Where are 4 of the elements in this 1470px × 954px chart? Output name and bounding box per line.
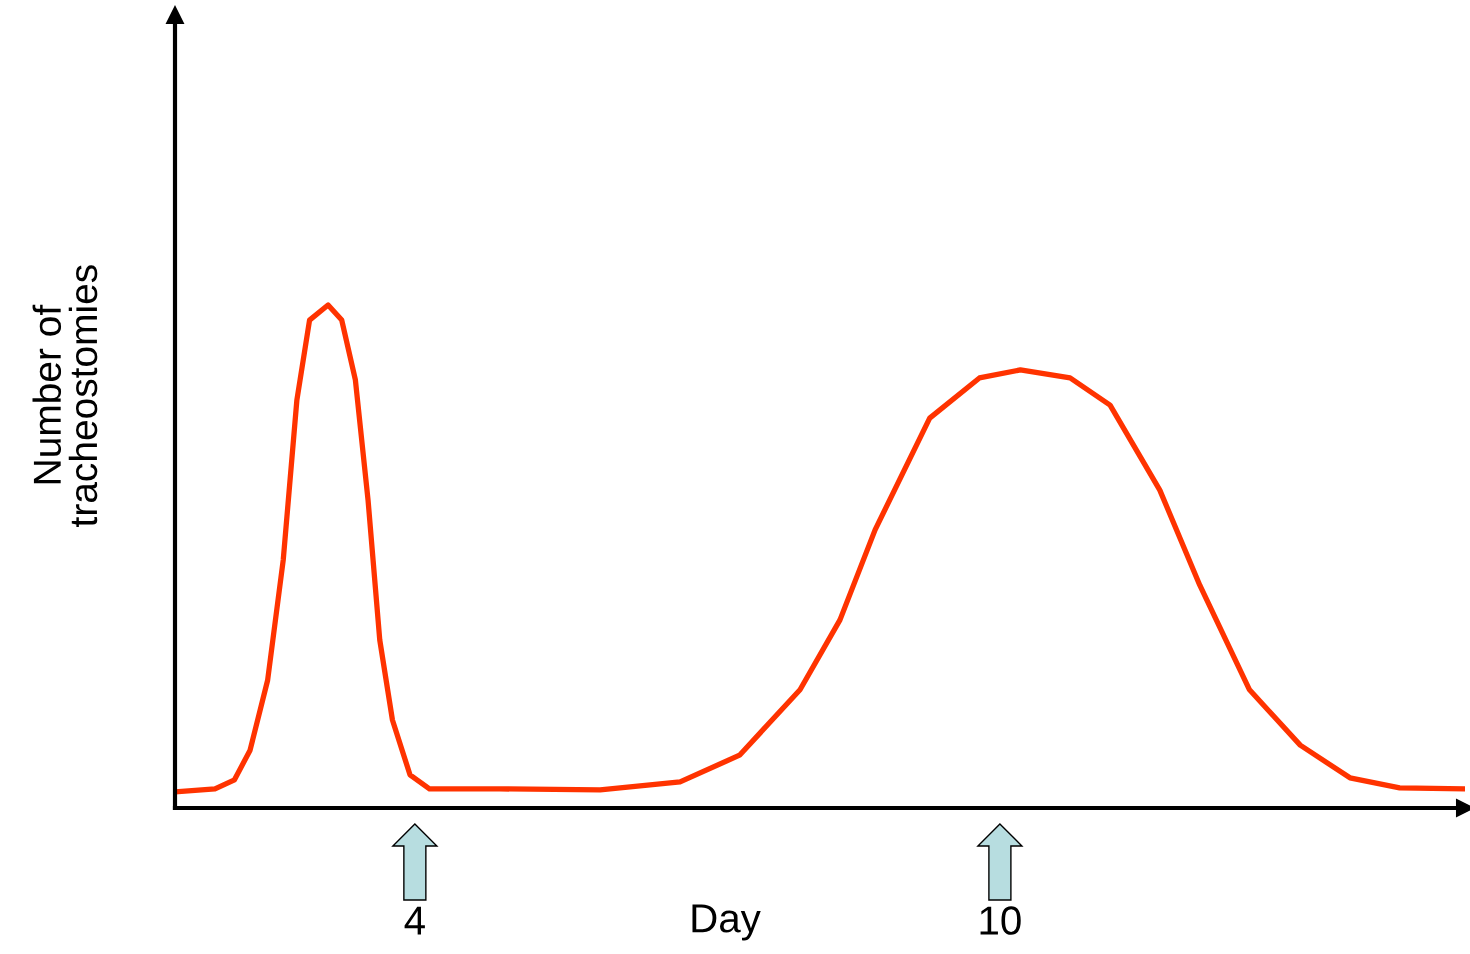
y-axis-title: Number of tracheostomies (32, 265, 98, 527)
x-axis-title: Day (692, 904, 761, 941)
x-tick-label: 4 (404, 906, 425, 935)
x-tick-label: 10 (980, 906, 1021, 935)
